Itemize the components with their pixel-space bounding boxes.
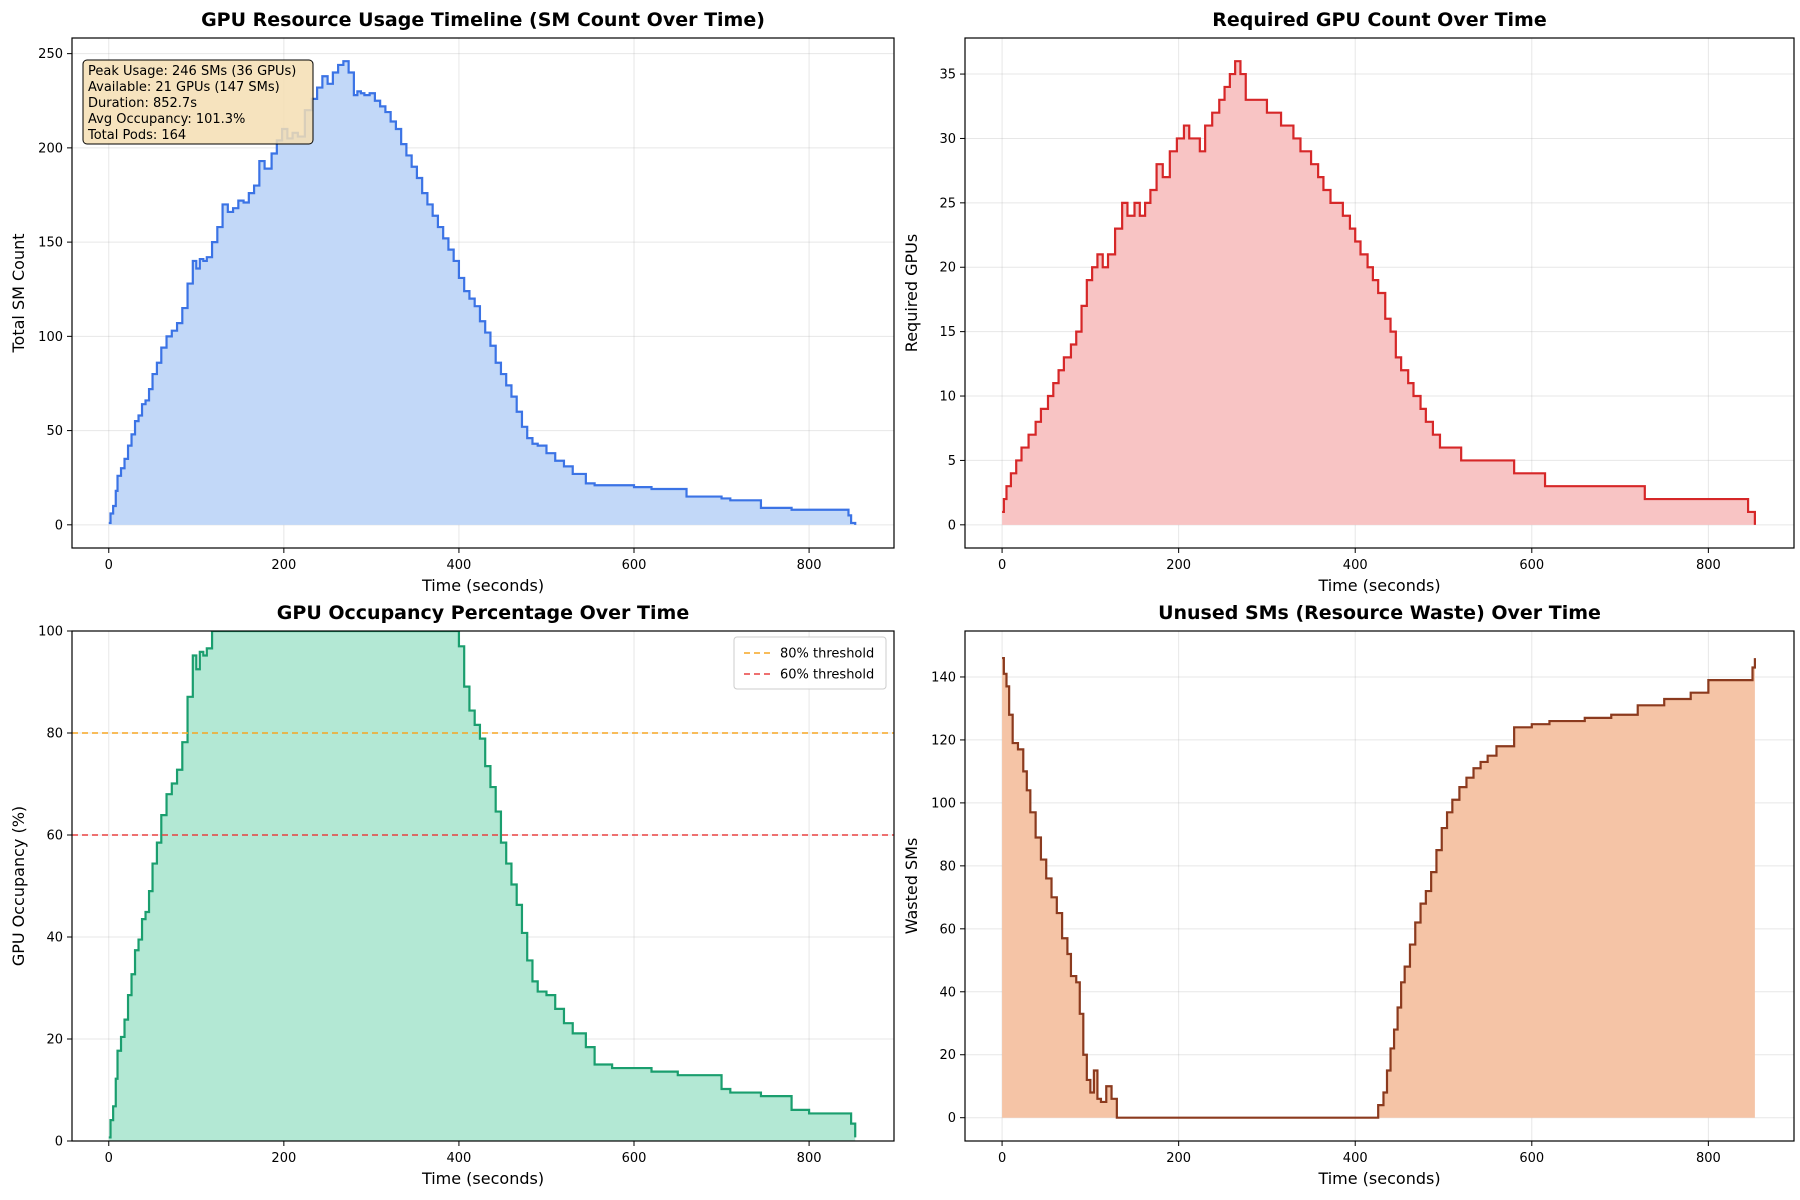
required-gpu-panel: Required GPU Count Over Time Time (secon… <box>902 9 1795 595</box>
x-tick-label: 200 <box>1166 558 1191 573</box>
y-tick-label: 250 <box>38 47 63 62</box>
occupancy-area-fill <box>108 631 856 1141</box>
wasted-sm-series-line <box>1002 656 1756 1119</box>
y-tick-label: 5 <box>948 454 956 469</box>
y-tick-label: 20 <box>46 1033 63 1048</box>
x-tick-label: 600 <box>1519 1151 1544 1166</box>
required-gpu-xlabel: Time (seconds) <box>1317 576 1440 595</box>
wasted-sm-title: Unused SMs (Resource Waste) Over Time <box>1158 602 1601 624</box>
occupancy-legend: 80% threshold 60% threshold <box>733 636 887 690</box>
y-tick-label: 25 <box>939 196 956 211</box>
y-tick-label: 15 <box>939 325 956 340</box>
y-tick-label: 100 <box>38 330 63 345</box>
wasted-sm-area-fill <box>1002 658 1755 1118</box>
x-tick-label: 0 <box>998 1151 1006 1166</box>
y-tick-label: 80 <box>939 859 956 874</box>
required-gpu-axes-frame <box>964 37 1795 549</box>
y-tick-label: 0 <box>948 1111 956 1126</box>
sm-usage-xlabel: Time (seconds) <box>421 576 544 595</box>
occupancy-title: GPU Occupancy Percentage Over Time <box>277 602 689 624</box>
y-tick-label: 60 <box>46 829 63 844</box>
x-tick-label: 800 <box>1696 1151 1721 1166</box>
sm-usage-panel: GPU Resource Usage Timeline (SM Count Ov… <box>9 9 895 595</box>
y-tick-label: 10 <box>939 390 956 405</box>
required-gpu-title: Required GPU Count Over Time <box>1212 9 1547 31</box>
info-line-peak-usage: Peak Usage: 246 SMs (36 GPUs) <box>88 64 296 79</box>
y-tick-label: 60 <box>939 922 956 937</box>
legend-background <box>733 636 887 690</box>
y-tick-label: 40 <box>939 985 956 1000</box>
x-tick-label: 400 <box>447 1151 472 1166</box>
occupancy-series-line <box>108 631 857 1139</box>
info-box-background <box>82 59 314 145</box>
y-tick-label: 0 <box>948 518 956 533</box>
info-line-available: Available: 21 GPUs (147 SMs) <box>88 80 280 95</box>
occupancy-ylabel: GPU Occupancy (%) <box>9 806 28 966</box>
y-tick-label: 40 <box>46 931 63 946</box>
y-tick-label: 30 <box>939 132 956 147</box>
legend-label-80-threshold: 80% threshold <box>780 647 874 662</box>
x-tick-label: 400 <box>447 558 472 573</box>
occupancy-xlabel: Time (seconds) <box>421 1169 544 1188</box>
y-tick-label: 150 <box>38 236 63 251</box>
sm-usage-series-line <box>108 60 857 525</box>
sm-usage-info-box: Peak Usage: 246 SMs (36 GPUs) Available:… <box>82 59 314 145</box>
x-tick-label: 0 <box>998 558 1006 573</box>
x-tick-label: 800 <box>797 1151 822 1166</box>
wasted-sm-axes-frame <box>964 630 1795 1142</box>
info-line-avg-occupancy: Avg Occupancy: 101.3% <box>88 112 245 127</box>
x-tick-label: 0 <box>105 1151 113 1166</box>
y-tick-label: 80 <box>46 727 63 742</box>
y-tick-label: 200 <box>38 141 63 156</box>
sm-usage-title: GPU Resource Usage Timeline (SM Count Ov… <box>201 9 765 31</box>
required-gpu-ylabel: Required GPUs <box>902 234 921 352</box>
y-tick-label: 100 <box>38 625 63 640</box>
y-tick-label: 0 <box>55 518 63 533</box>
y-tick-label: 120 <box>931 733 956 748</box>
y-tick-label: 20 <box>939 1048 956 1063</box>
wasted-sm-panel: Unused SMs (Resource Waste) Over Time Ti… <box>902 602 1795 1188</box>
x-tick-label: 200 <box>1166 1151 1191 1166</box>
info-line-total-pods: Total Pods: 164 <box>87 128 186 143</box>
x-tick-label: 600 <box>622 558 647 573</box>
legend-label-60-threshold: 60% threshold <box>780 668 874 683</box>
x-tick-label: 400 <box>1343 558 1368 573</box>
occupancy-panel: GPU Occupancy Percentage Over Time Time … <box>9 602 895 1188</box>
y-tick-label: 140 <box>931 670 956 685</box>
x-tick-label: 800 <box>797 558 822 573</box>
sm-usage-axes-frame <box>71 37 895 549</box>
wasted-sm-xlabel: Time (seconds) <box>1317 1169 1440 1188</box>
required-gpu-series-line <box>1002 60 1756 525</box>
y-tick-label: 50 <box>46 424 63 439</box>
x-tick-label: 600 <box>1519 558 1544 573</box>
x-tick-label: 200 <box>271 1151 296 1166</box>
info-line-duration: Duration: 852.7s <box>88 96 197 111</box>
y-tick-label: 20 <box>939 261 956 276</box>
x-tick-label: 200 <box>271 558 296 573</box>
y-tick-label: 100 <box>931 796 956 811</box>
x-tick-label: 0 <box>105 558 113 573</box>
y-tick-label: 0 <box>55 1135 63 1150</box>
y-tick-label: 35 <box>939 68 956 83</box>
x-tick-label: 800 <box>1696 558 1721 573</box>
wasted-sm-ylabel: Wasted SMs <box>902 838 921 935</box>
sm-usage-area-fill <box>108 61 856 525</box>
x-tick-label: 600 <box>622 1151 647 1166</box>
occupancy-axes-frame <box>71 630 895 1142</box>
sm-usage-ylabel: Total SM Count <box>9 233 28 353</box>
x-tick-label: 400 <box>1343 1151 1368 1166</box>
